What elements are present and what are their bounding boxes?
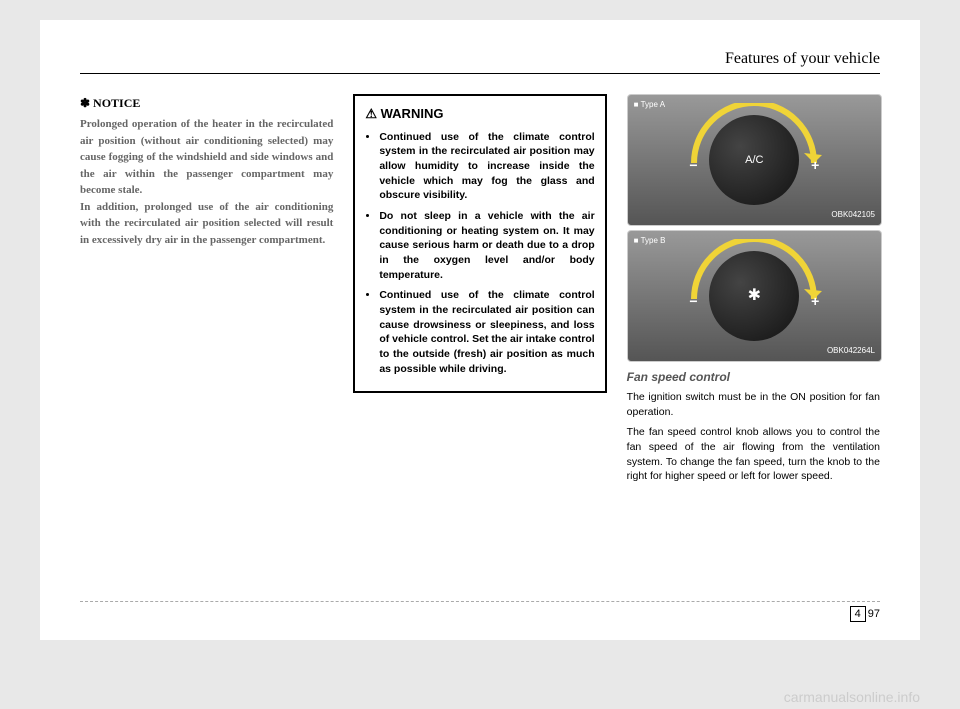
minus-icon: − [689, 291, 697, 312]
fan-dial-type-a-image: ■ Type A − A/C + OBK042105 [627, 94, 882, 226]
fan-dial-knob: − A/C + [709, 115, 799, 205]
warning-heading: WARNING [365, 104, 594, 124]
image-code: OBK042105 [831, 209, 875, 221]
fan-dial-knob: − ✱ + [709, 251, 799, 341]
column-right: ■ Type A − A/C + OBK042105 ■ Type B [627, 94, 880, 490]
manual-page: Features of your vehicle ✽ NOTICE Prolon… [40, 20, 920, 640]
body-paragraph: The ignition switch must be in the ON po… [627, 390, 880, 419]
column-left: ✽ NOTICE Prolonged operation of the heat… [80, 94, 333, 490]
page-section-title: Features of your vehicle [80, 50, 880, 74]
warning-box: WARNING Continued use of the climate con… [353, 94, 606, 393]
warning-item: Continued use of the climate control sys… [379, 288, 594, 376]
notice-heading: ✽ NOTICE [80, 94, 333, 112]
warning-item: Do not sleep in a vehicle with the air c… [379, 209, 594, 282]
minus-icon: − [689, 155, 697, 176]
body-paragraph: The fan speed control knob allows you to… [627, 425, 880, 484]
column-middle: WARNING Continued use of the climate con… [353, 94, 606, 490]
fan-icon: ✱ [748, 284, 761, 308]
chapter-number: 4 [850, 606, 866, 622]
page-num: 97 [868, 608, 880, 620]
notice-paragraph: In addition, prolonged use of the air co… [80, 199, 333, 249]
image-code: OBK042264L [827, 345, 875, 357]
fan-speed-heading: Fan speed control [627, 368, 880, 386]
watermark: carmanualsonline.info [784, 689, 920, 705]
plus-icon: + [811, 291, 819, 312]
warning-item: Continued use of the climate control sys… [379, 130, 594, 203]
ac-label: A/C [745, 152, 763, 169]
image-type-label: ■ Type B [634, 235, 666, 247]
image-type-label: ■ Type A [634, 99, 665, 111]
page-number: 497 [850, 608, 880, 620]
content-columns: ✽ NOTICE Prolonged operation of the heat… [80, 94, 880, 490]
warning-list: Continued use of the climate control sys… [365, 130, 594, 377]
notice-paragraph: Prolonged operation of the heater in the… [80, 116, 333, 199]
plus-icon: + [811, 155, 819, 176]
fan-dial-type-b-image: ■ Type B − ✱ + OBK042264L [627, 230, 882, 362]
footer-divider [80, 601, 880, 602]
